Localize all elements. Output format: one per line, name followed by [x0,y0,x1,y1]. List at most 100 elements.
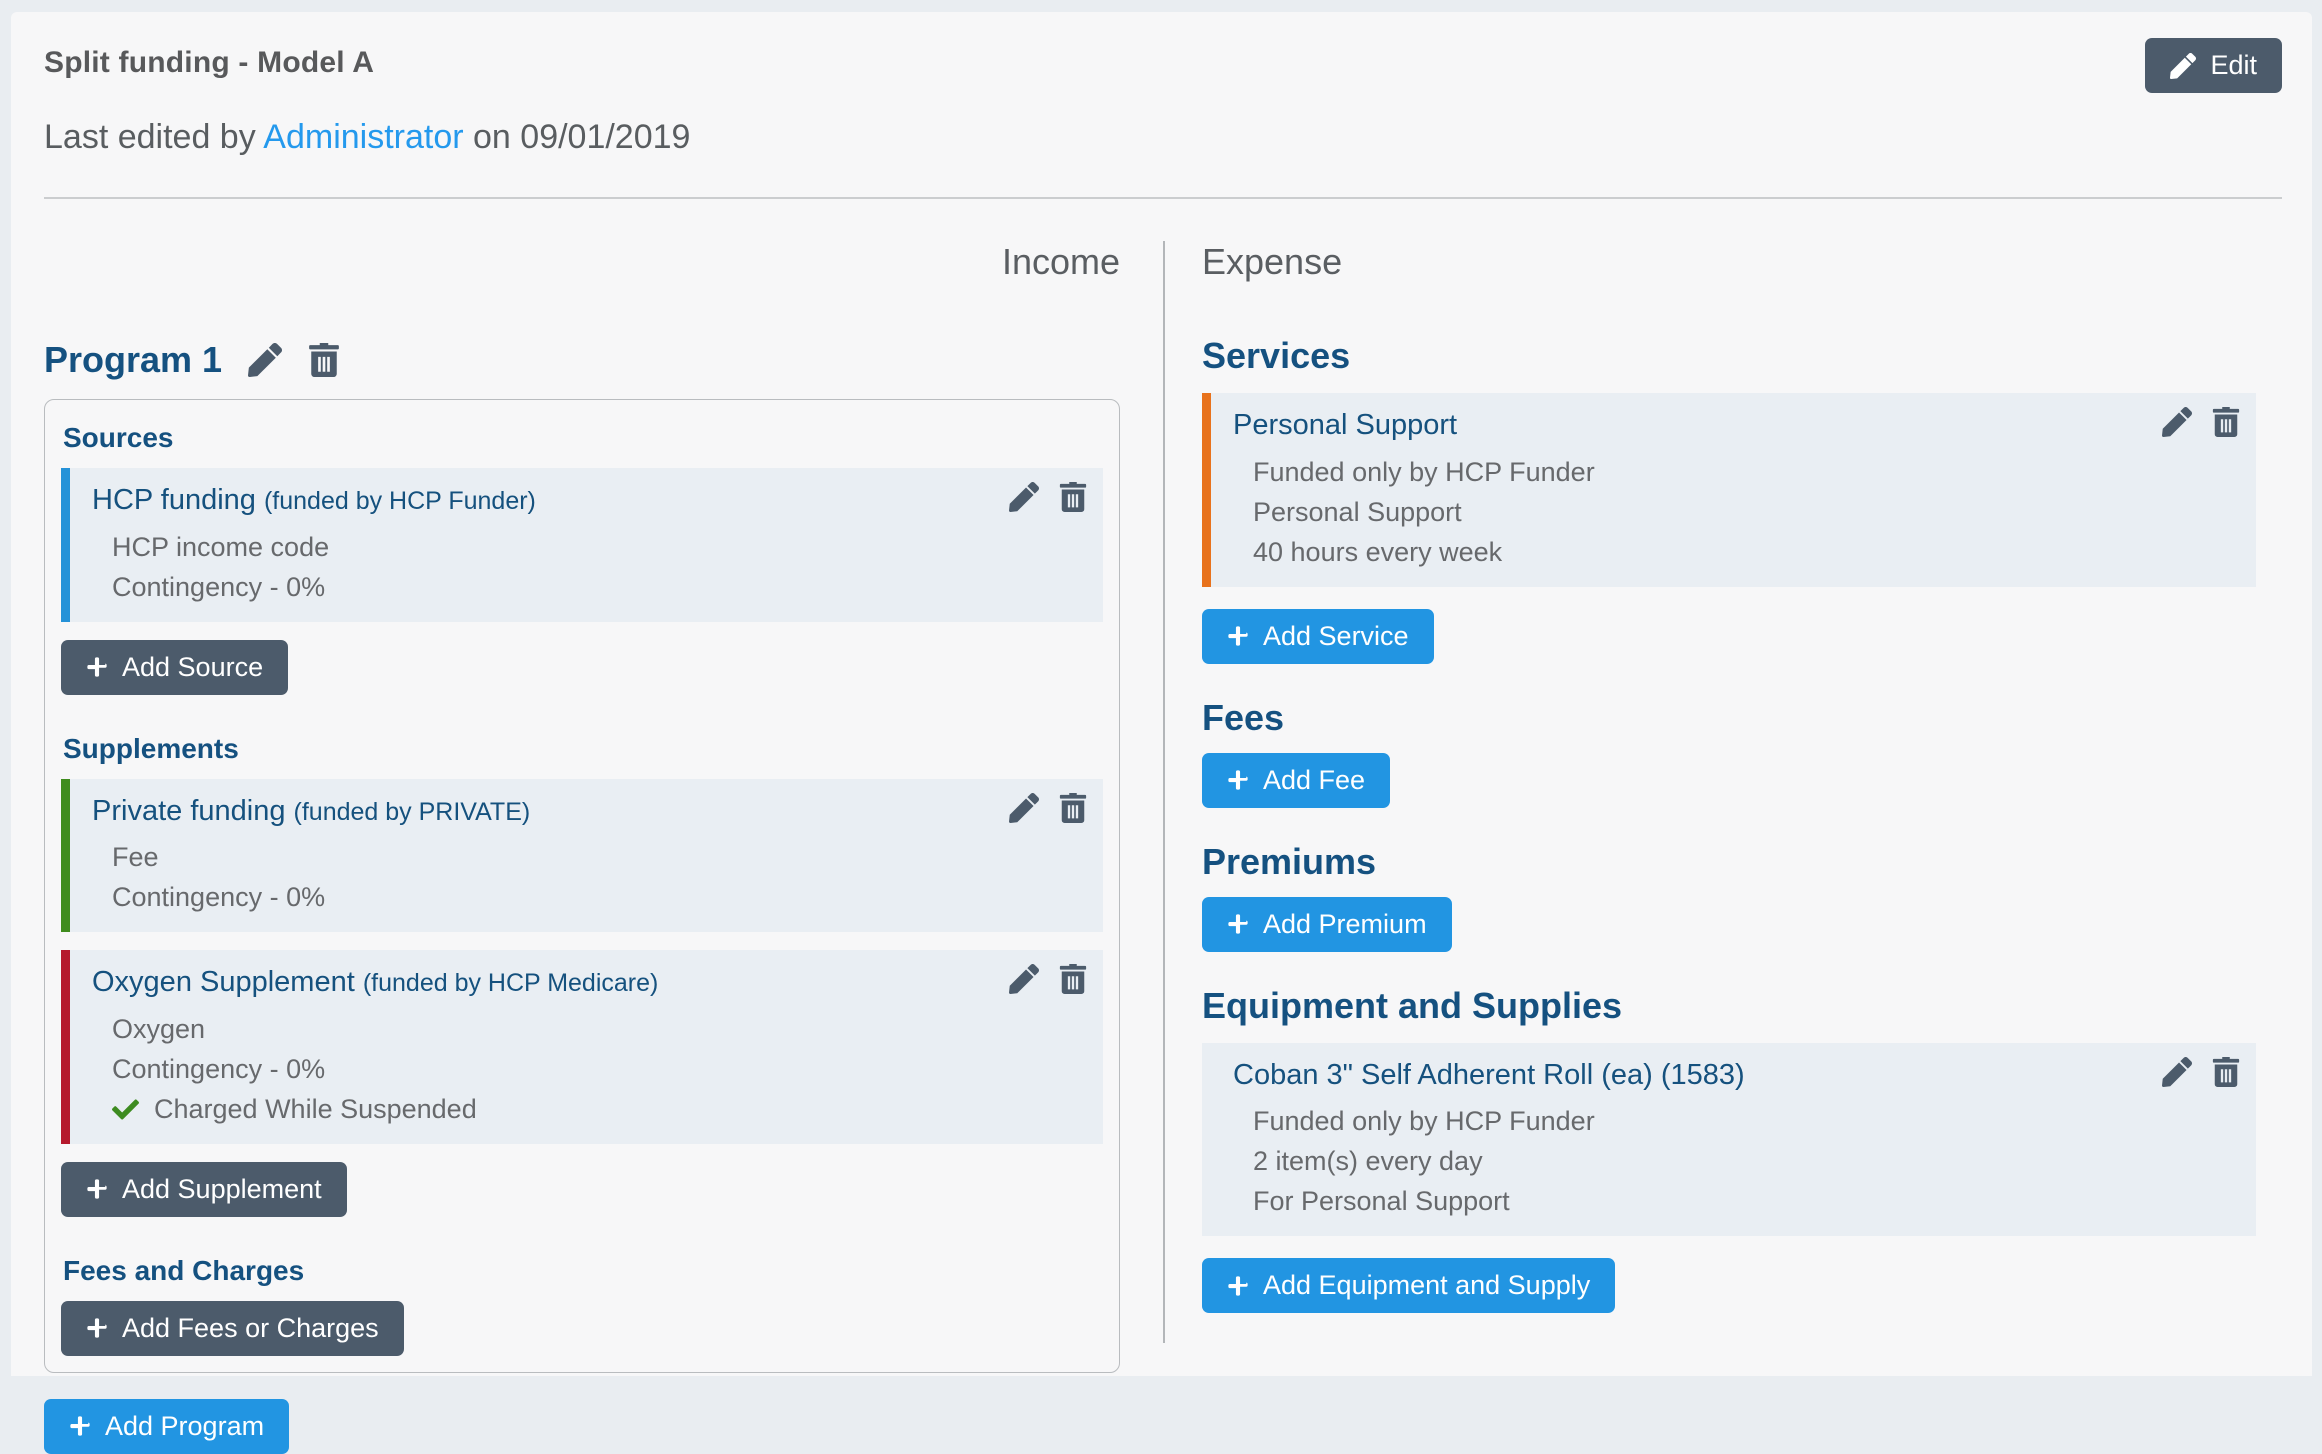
source-name: HCP funding [92,484,256,516]
last-edited-user-link[interactable]: Administrator [263,118,464,156]
edit-button[interactable]: Edit [2145,38,2282,93]
delete-supplement-button[interactable] [1059,964,1087,995]
equipment-detail: For Personal Support [1253,1186,1510,1217]
source-funded-by: (funded by HCP Funder) [263,487,536,515]
add-fees-or-charges-label: Add Fees or Charges [122,1312,379,1343]
add-premium-label: Add Premium [1263,908,1427,939]
supplement-name: Oxygen Supplement [92,966,355,999]
supplement-detail: Contingency - 0% [112,1053,326,1084]
add-supplement-button[interactable]: Add Supplement [61,1161,347,1217]
plus-icon [87,1179,107,1199]
plus-icon [1228,1275,1248,1296]
service-detail: 40 hours every week [1253,536,1503,567]
equipment-heading: Equipment and Supplies [1202,984,1623,1026]
add-service-button[interactable]: Add Service [1202,608,1434,664]
add-fee-label: Add Fee [1263,764,1366,795]
equipment-detail: 2 item(s) every day [1253,1146,1483,1177]
plus-icon [1228,914,1248,934]
header-text: Split funding - Model A Last edited by A… [44,38,690,157]
source-detail: Contingency - 0% [112,571,326,602]
plus-icon [87,1318,107,1338]
header-divider [44,197,2282,199]
trash-icon [309,343,339,377]
delete-program-button[interactable] [308,343,340,377]
plus-icon [87,657,107,677]
service-item-title: Personal Support [1233,409,1458,441]
add-program-label: Add Program [105,1410,265,1441]
check-icon [112,1099,139,1120]
trash-icon [1059,964,1087,995]
service-detail: Funded only by HCP Funder [1253,456,1595,487]
add-fee-button[interactable]: Add Fee [1202,752,1391,808]
add-source-button[interactable]: Add Source [61,639,289,695]
add-premium-button[interactable]: Add Premium [1202,896,1452,952]
equipment-detail: Funded only by HCP Funder [1253,1106,1595,1137]
edit-supplement-button[interactable] [1009,964,1039,995]
pencil-icon [1009,482,1039,512]
pencil-icon [248,343,283,377]
supplement-item: Oxygen Supplement (funded by HCP Medicar… [61,950,1103,1144]
source-detail: HCP income code [112,531,330,562]
pencil-icon [2162,407,2192,437]
supplement-item-title: Private funding (funded by PRIVATE) [92,793,993,831]
fees-and-charges-heading: Fees and Charges [63,1254,305,1286]
funding-model-panel: Split funding - Model A Last edited by A… [11,12,2312,1454]
page-title: Split funding - Model A [44,46,375,79]
fees-heading: Fees [1202,696,1285,738]
source-item-title: HCP funding (funded by HCP Funder) [92,482,993,520]
sources-heading: Sources [63,422,174,453]
add-fees-or-charges-button[interactable]: Add Fees or Charges [61,1300,404,1356]
delete-supplement-button[interactable] [1059,792,1087,823]
add-equipment-and-supply-button[interactable]: Add Equipment and Supply [1202,1258,1616,1313]
premiums-heading: Premiums [1202,840,1377,882]
program-header: Program 1 [44,339,1120,381]
equipment-item-actions [2162,1056,2240,1087]
edit-supplement-button[interactable] [1009,792,1039,823]
source-item-actions [1009,482,1087,512]
program-title: Program 1 [44,339,223,380]
plus-icon [70,1416,90,1436]
supplement-detail: Oxygen [112,1013,206,1044]
edit-source-button[interactable] [1009,482,1039,512]
supplement-item-actions [1009,964,1087,995]
service-item: Personal Support Funded only by HCP Fund… [1202,393,2256,587]
pencil-icon [2170,52,2197,79]
supplement-detail: Contingency - 0% [112,882,326,913]
header: Split funding - Model A Last edited by A… [44,38,2282,157]
supplement-item-actions [1009,792,1087,823]
edit-equipment-button[interactable] [2162,1056,2192,1087]
program-card: Sources HCP funding (funded by HCP Funde… [44,399,1120,1373]
delete-service-button[interactable] [2212,407,2240,437]
services-heading: Services [1202,335,1351,376]
trash-icon [1059,792,1087,823]
add-program-button[interactable]: Add Program [44,1398,290,1454]
source-item: HCP funding (funded by HCP Funder) HCP i… [61,468,1103,622]
supplement-item: Private funding (funded by PRIVATE) Fee … [61,778,1103,933]
columns: Income Program 1 Sources HCP funding (fu… [44,199,2282,1454]
edit-button-label: Edit [2210,50,2257,80]
check-line-label: Charged While Suspended [154,1093,477,1124]
equipment-item-title: Coban 3" Self Adherent Roll (ea) (1583) [1233,1058,1745,1091]
pencil-icon [1009,792,1039,823]
edit-service-button[interactable] [2162,407,2192,437]
equipment-item: Coban 3" Self Adherent Roll (ea) (1583) … [1202,1042,2256,1236]
plus-icon [1228,626,1248,646]
delete-source-button[interactable] [1059,482,1087,512]
last-edited-text: Last edited by Administrator on 09/01/20… [44,118,690,157]
last-edited-prefix: Last edited by [44,118,256,156]
delete-equipment-button[interactable] [2212,1056,2240,1087]
supplements-heading: Supplements [63,732,239,764]
trash-icon [1059,482,1087,512]
income-column: Income Program 1 Sources HCP funding (fu… [44,199,1163,1454]
service-item-actions [2162,407,2240,437]
plus-icon [1228,770,1248,790]
supplement-funded-by: (funded by PRIVATE) [293,797,531,826]
supplement-funded-by: (funded by HCP Medicare) [362,969,659,998]
add-equipment-and-supply-label: Add Equipment and Supply [1263,1270,1591,1300]
expense-column: Expense Services Personal Support Funded… [1165,199,2282,1357]
add-supplement-label: Add Supplement [122,1173,322,1204]
edit-program-button[interactable] [248,343,283,377]
supplement-item-title: Oxygen Supplement (funded by HCP Medicar… [92,964,993,1002]
supplement-detail: Fee [112,842,159,873]
add-service-label: Add Service [1263,620,1409,651]
